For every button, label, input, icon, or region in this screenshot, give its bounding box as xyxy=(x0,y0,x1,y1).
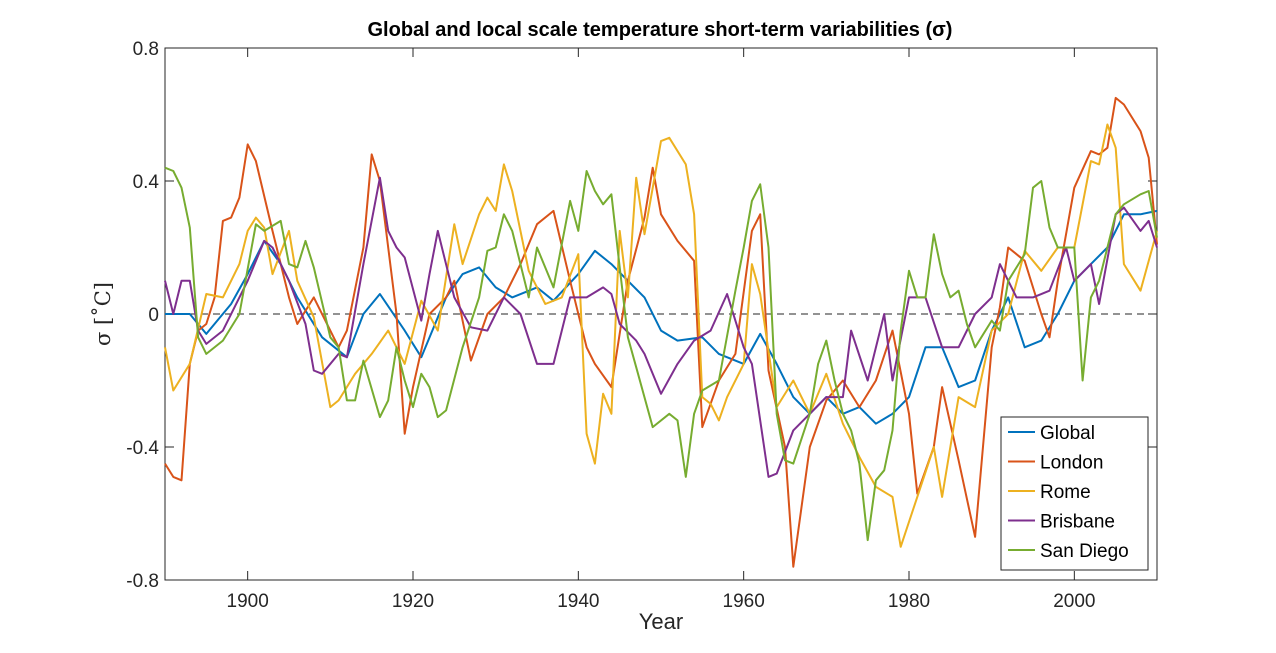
legend: Global London Rome Brisbane San Diego xyxy=(1000,416,1149,571)
series-line-london xyxy=(164,96,1158,568)
y-tick-label: -0.8 xyxy=(126,571,159,592)
legend-label-san-diego: San Diego xyxy=(1040,541,1129,562)
legend-label-rome: Rome xyxy=(1040,482,1091,503)
y-axis-label: σ [˚C] xyxy=(91,282,115,346)
x-tick-label: 1920 xyxy=(392,591,434,612)
chart-title: Global and local scale temperature short… xyxy=(368,19,953,41)
series-line-rome xyxy=(164,123,1158,548)
series-lines xyxy=(164,96,1158,568)
series-line-san-diego xyxy=(164,166,1158,542)
legend-label-brisbane: Brisbane xyxy=(1040,512,1115,533)
x-tick-label: 1980 xyxy=(888,591,930,612)
y-tick-label: 0.8 xyxy=(133,39,159,60)
series-line-brisbane xyxy=(164,176,1158,478)
y-tick-label: 0.4 xyxy=(133,172,160,193)
legend-label-london: London xyxy=(1040,453,1103,474)
x-tick-label: 1900 xyxy=(227,591,269,612)
y-tick-label: -0.4 xyxy=(126,438,159,459)
x-tick-label: 1960 xyxy=(723,591,765,612)
x-tick-label: 2000 xyxy=(1053,591,1095,612)
y-tick-label: 0 xyxy=(148,305,159,326)
x-axis: 1900 1920 1940 1960 1980 2000 xyxy=(227,48,1095,612)
x-tick-label: 1940 xyxy=(557,591,599,612)
legend-label-global: Global xyxy=(1040,423,1095,444)
legend-box xyxy=(1000,416,1149,571)
y-axis: 0.8 0.4 0 -0.4 -0.8 xyxy=(126,39,1157,592)
x-axis-label: Year xyxy=(639,609,683,634)
